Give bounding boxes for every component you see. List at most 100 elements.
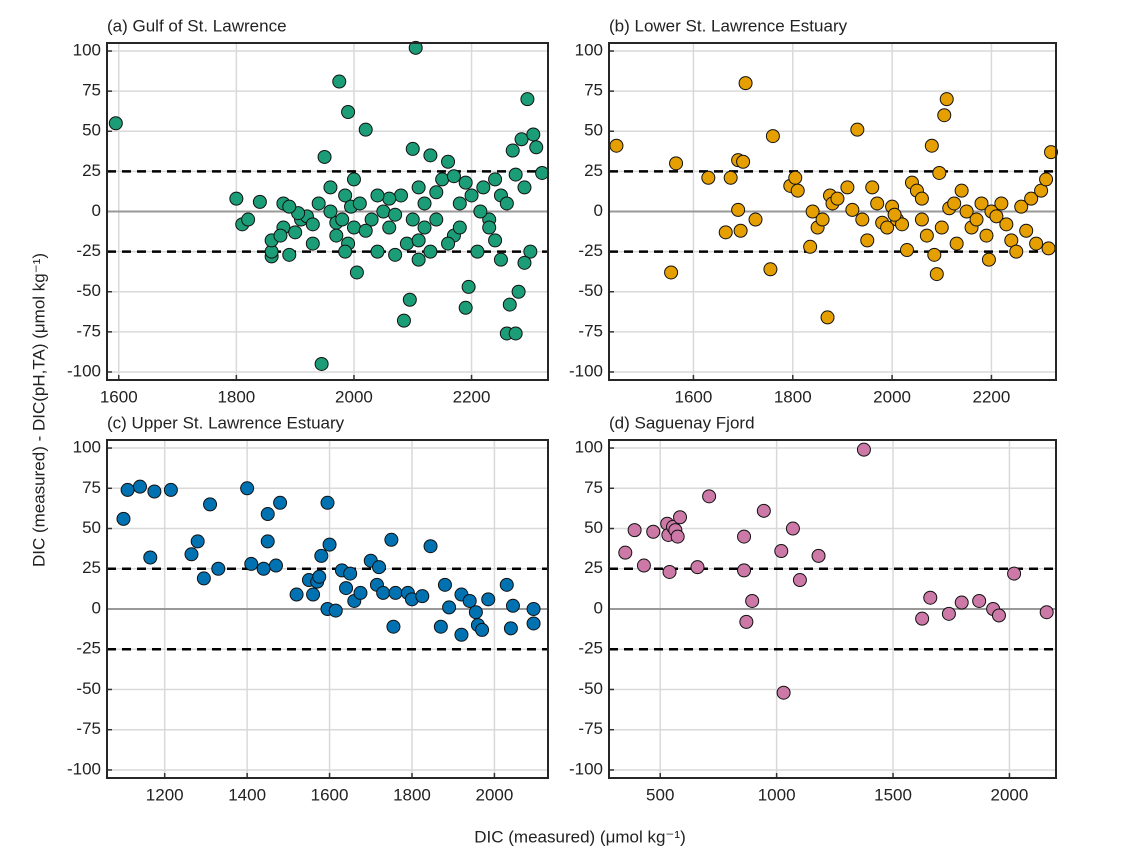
y-tick-label: 0 [92,598,101,617]
y-tick-label: 50 [82,518,101,537]
point [999,217,1014,232]
point [282,199,297,214]
point [384,532,399,547]
point [468,605,483,620]
x-tick-label: 2200 [973,387,1011,406]
y-tick-label: -25 [578,639,603,658]
point [870,196,885,211]
point [915,611,930,626]
point [482,220,497,235]
point [774,544,789,559]
point [919,228,934,243]
point [646,524,661,539]
point [517,180,532,195]
x-tick-label: 1000 [758,785,796,804]
y-tick-label: 25 [584,558,603,577]
x-tick-label: 1600 [100,387,138,406]
point [415,589,430,604]
point [673,510,688,525]
point [402,292,417,307]
point [314,356,329,371]
point [132,479,147,494]
point [669,156,684,171]
y-tick-label: 25 [82,161,101,180]
point [488,172,503,187]
point [959,204,974,219]
x-tick-label: 1600 [311,785,349,804]
x-tick-label: 2000 [873,387,911,406]
point [974,196,989,211]
point [429,185,444,200]
point [860,233,875,248]
point [1014,199,1029,214]
point [388,247,403,262]
point [386,619,401,634]
point [627,523,642,538]
point [535,165,550,180]
y-tick-label: 100 [575,438,603,457]
point [184,547,199,562]
point [423,244,438,259]
panel-title: (b) Lower St. Lawrence Estuary [609,16,848,35]
point [323,180,338,195]
point [929,267,944,282]
point [346,172,361,187]
point [143,550,158,565]
point [718,225,733,240]
point [499,577,514,592]
point [803,239,818,254]
point [372,560,387,575]
point [845,202,860,217]
point [1039,172,1054,187]
point [435,172,450,187]
point [937,108,952,123]
point [190,534,205,549]
point [464,188,479,203]
point [1039,605,1054,620]
point [526,616,541,631]
point [914,212,929,227]
point [840,180,855,195]
point [927,247,942,262]
point [411,252,426,267]
x-tick-label: 2000 [335,387,373,406]
point [1009,244,1024,259]
point [282,247,297,262]
point [417,220,432,235]
point [429,212,444,227]
y-tick-label: 50 [82,121,101,140]
point [932,165,947,180]
point [470,244,485,259]
point [147,484,162,499]
point [473,204,488,219]
point [989,209,1004,224]
point [461,279,476,294]
point [322,537,337,552]
point [458,175,473,190]
point [442,600,457,615]
point [268,558,283,573]
point [939,92,954,107]
point [618,545,633,560]
point [405,212,420,227]
point [505,598,520,613]
point [887,207,902,222]
point [417,196,432,211]
panel: -100 -75 -50 -25 0 25 50 75 100 1200 1400 1600 1800 2… [67,413,549,804]
point [1029,236,1044,251]
point [511,284,526,299]
point [370,188,385,203]
y-tick-label: -50 [578,281,603,300]
point [493,252,508,267]
point [736,154,751,169]
point [745,593,760,608]
point [211,561,226,576]
point [311,196,326,211]
panel: -100 -75 -50 -25 0 25 50 75 100 500 1000 1500 2000 (d… [569,413,1057,804]
point [376,585,391,600]
point [979,228,994,243]
point [502,297,517,312]
point [969,212,984,227]
y-tick-label: -50 [578,679,603,698]
